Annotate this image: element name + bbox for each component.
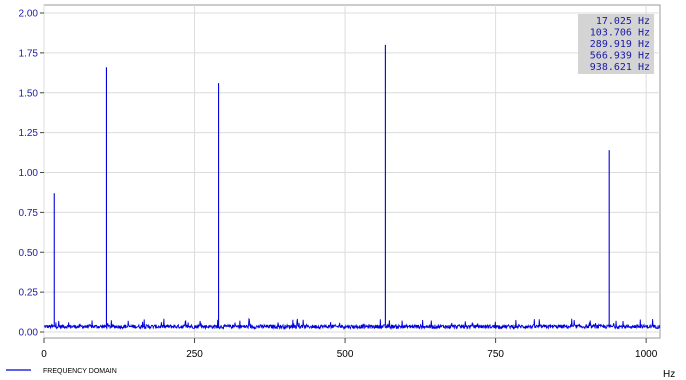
y-tick-label: 0.50 [19,248,39,259]
noise-trace [43,317,661,331]
legend: FREQUENCY DOMAIN [6,368,117,375]
peak-frequency-label: 289.919 Hz [590,39,650,50]
peak-frequency-label: 566.939 Hz [590,51,650,62]
peak-readout-background [578,14,654,74]
y-tick-label: 1.25 [19,128,39,139]
x-tick-label: 250 [186,349,203,360]
x-axis: 0 250 500 750 1000 [41,338,658,360]
y-tick-label: 1.75 [19,48,39,59]
y-tick-label: 1.00 [19,168,39,179]
legend-label: FREQUENCY DOMAIN [43,368,117,375]
y-tick-label: 0.25 [19,288,39,299]
x-tick-label: 500 [337,349,354,360]
y-tick-label: 2.00 [19,9,39,20]
series-frequency-domain [43,44,661,331]
peak-frequency-label: 103.706 Hz [590,28,650,39]
x-tick-label: 750 [487,349,504,360]
x-tick-label: 1000 [635,349,658,360]
y-tick-label: 0.00 [19,328,39,339]
peak-frequency-label: 17.025 Hz [596,16,650,27]
x-axis-unit: Hz [663,369,675,380]
plot-area [43,4,661,339]
y-tick-label: 0.75 [19,208,39,219]
peak-frequency-label: 938.621 Hz [590,62,650,73]
y-axis: 0.00 0.25 0.50 0.75 1.00 1.25 1.50 1.75 2.00 [19,9,44,339]
y-tick-label: 1.50 [19,88,39,99]
grid [43,5,660,338]
x-tick-label: 0 [41,349,47,360]
